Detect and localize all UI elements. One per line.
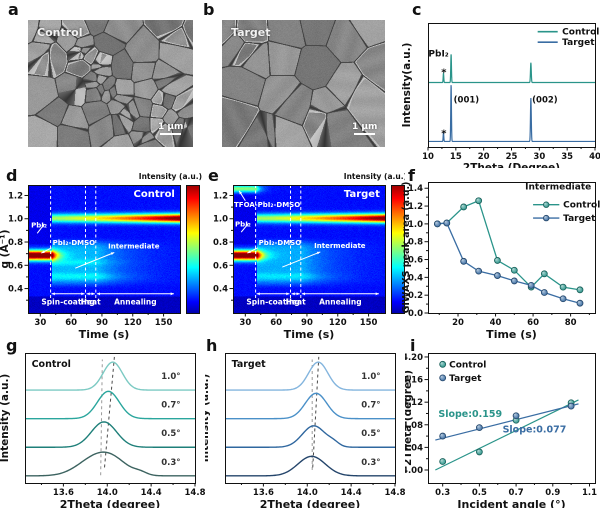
sem-image-control	[28, 20, 193, 147]
sem-target-label: Target	[231, 26, 271, 39]
peak-area-chart	[400, 168, 600, 340]
scalebar-a-text: 1 μm	[158, 122, 184, 132]
scalebar-a-bar	[160, 133, 182, 135]
sem-image-target	[222, 20, 385, 147]
giwaxs-heatmap-target	[205, 168, 405, 340]
giwaxs-heatmap-control	[0, 168, 205, 340]
panel-label-a: a	[8, 0, 19, 19]
panel-label-b: b	[203, 0, 215, 19]
scalebar-b-bar	[354, 133, 376, 135]
scalebar-b-text: 1 μm	[352, 122, 378, 132]
grazing-xrd-target-chart	[205, 340, 405, 508]
sem-control-label: Control	[37, 26, 83, 39]
scalebar-a: 1 μm	[158, 122, 183, 135]
grazing-xrd-control-chart	[0, 340, 205, 508]
slope-scatter-chart	[405, 340, 600, 508]
xrd-chart	[400, 2, 600, 168]
scalebar-b: 1 μm	[352, 122, 377, 135]
